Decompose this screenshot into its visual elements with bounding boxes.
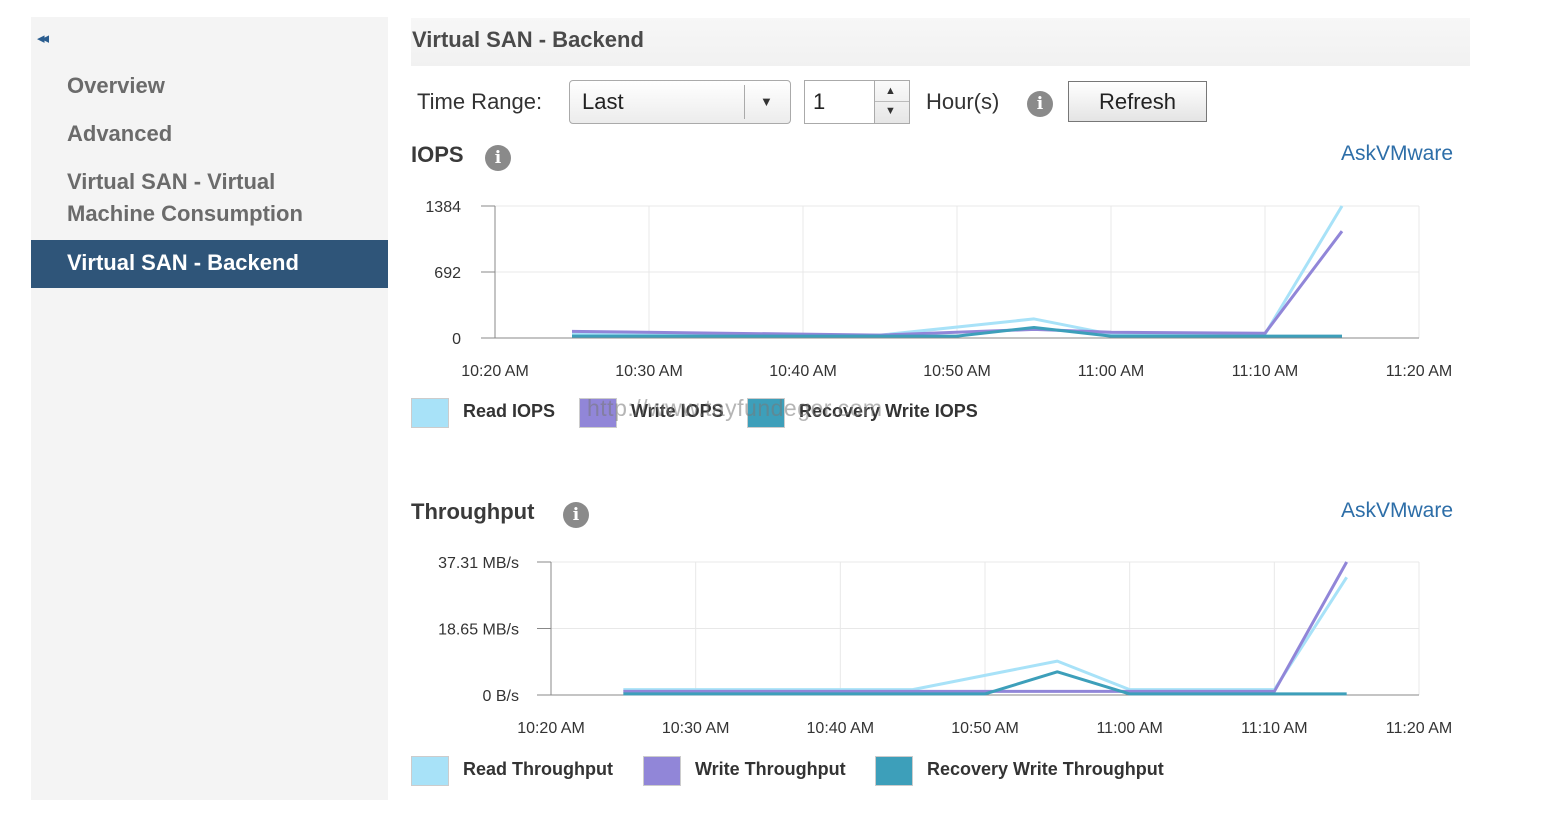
- nav-item-vm-consumption[interactable]: Virtual SAN - Virtual Machine Consumptio…: [31, 166, 388, 230]
- legend-label: Write IOPS: [631, 401, 724, 421]
- throughput-chart: 10:20 AM 10:30 AM 10:40 AM 10:50 AM 11:00 AM…: [438, 555, 1452, 737]
- time-range-value: Last: [582, 89, 624, 114]
- nav-item-backend[interactable]: Virtual SAN - Backend: [31, 240, 388, 288]
- watermark-text: http://www.tayfundeger.com: [587, 395, 883, 421]
- stepper-buttons[interactable]: ▲ ▼: [874, 81, 909, 123]
- x-tick-label: 11:20 AM: [1386, 363, 1452, 380]
- x-tick-label: 10:30 AM: [662, 720, 730, 737]
- x-tick-label: 11:00 AM: [1096, 720, 1162, 737]
- x-tick-label: 11:00 AM: [1078, 363, 1144, 380]
- series-line-2: [572, 326, 1342, 338]
- series-line-2: [623, 670, 1347, 696]
- main-panel: Virtual SAN - Backend Time Range: Last ▼…: [411, 0, 1511, 814]
- nav-item-advanced[interactable]: Advanced: [67, 121, 173, 146]
- stepper-divider: [875, 101, 909, 102]
- legend-label: Recovery Write Throughput: [927, 759, 1164, 779]
- time-range-select[interactable]: Last ▼: [569, 80, 791, 124]
- y-tick-label: 18.65 MB/s: [438, 622, 519, 639]
- sidebar: ◂◂ Overview Advanced Virtual SAN - Virtu…: [31, 17, 388, 800]
- x-tick-label: 10:50 AM: [923, 363, 991, 380]
- page-title: Virtual SAN - Backend: [411, 18, 1470, 66]
- x-tick-label: 10:20 AM: [461, 363, 529, 380]
- time-range-label: Time Range:: [417, 89, 543, 114]
- chevron-down-icon[interactable]: ▼: [760, 94, 773, 109]
- legend-swatch: [579, 398, 617, 428]
- iops-info-icon[interactable]: i: [485, 145, 511, 171]
- series-line-1: [623, 561, 1348, 693]
- x-tick-label: 10:40 AM: [807, 720, 875, 737]
- y-tick-label: 0 B/s: [483, 688, 519, 705]
- y-tick-label: 0: [452, 331, 461, 348]
- legend-swatch: [747, 398, 785, 428]
- iops-title: IOPS: [411, 142, 464, 167]
- collapse-sidebar-icon[interactable]: ◂◂: [37, 30, 49, 47]
- hours-value: 1: [813, 89, 826, 114]
- stepper-down-icon[interactable]: ▼: [885, 105, 896, 117]
- x-tick-label: 10:40 AM: [769, 363, 837, 380]
- throughput-info-icon[interactable]: i: [563, 502, 589, 528]
- legend-swatch: [643, 756, 681, 786]
- x-tick-label: 11:20 AM: [1386, 720, 1452, 737]
- hours-stepper[interactable]: 1 ▲ ▼: [804, 80, 910, 124]
- legend-label: Read Throughput: [463, 759, 613, 779]
- x-tick-label: 10:30 AM: [615, 363, 683, 380]
- throughput-askvmware-link[interactable]: AskVMware: [1341, 499, 1454, 522]
- refresh-button[interactable]: Refresh: [1068, 81, 1207, 122]
- y-tick-label: 692: [434, 265, 461, 282]
- stepper-up-icon[interactable]: ▲: [885, 85, 896, 97]
- x-tick-label: 11:10 AM: [1232, 363, 1298, 380]
- select-divider: [744, 85, 745, 119]
- x-tick-label: 10:50 AM: [951, 720, 1019, 737]
- y-tick-label: 1384: [425, 199, 461, 216]
- info-icon[interactable]: i: [1027, 91, 1053, 117]
- x-tick-label: 10:20 AM: [517, 720, 585, 737]
- throughput-title: Throughput: [411, 499, 535, 524]
- nav-item-label-line1: Virtual SAN - Virtual: [67, 169, 276, 194]
- legend-label: Write Throughput: [695, 759, 846, 779]
- legend-label: Recovery Write IOPS: [799, 401, 978, 421]
- nav-item-label-line2: Machine Consumption: [67, 201, 303, 226]
- iops-askvmware-link[interactable]: AskVMware: [1341, 142, 1454, 165]
- iops-chart: 10:20 AM 10:30 AM 10:40 AM 10:50 AM 11:00 AM…: [425, 199, 1452, 380]
- legend-swatch: [411, 398, 449, 428]
- legend-label: Read IOPS: [463, 401, 556, 421]
- y-tick-label: 37.31 MB/s: [438, 555, 519, 572]
- x-tick-label: 11:10 AM: [1241, 720, 1307, 737]
- hours-unit-label: Hour(s): [926, 89, 1000, 114]
- legend-swatch: [875, 756, 913, 786]
- nav-item-overview[interactable]: Overview: [67, 73, 165, 98]
- legend-swatch: [411, 756, 449, 786]
